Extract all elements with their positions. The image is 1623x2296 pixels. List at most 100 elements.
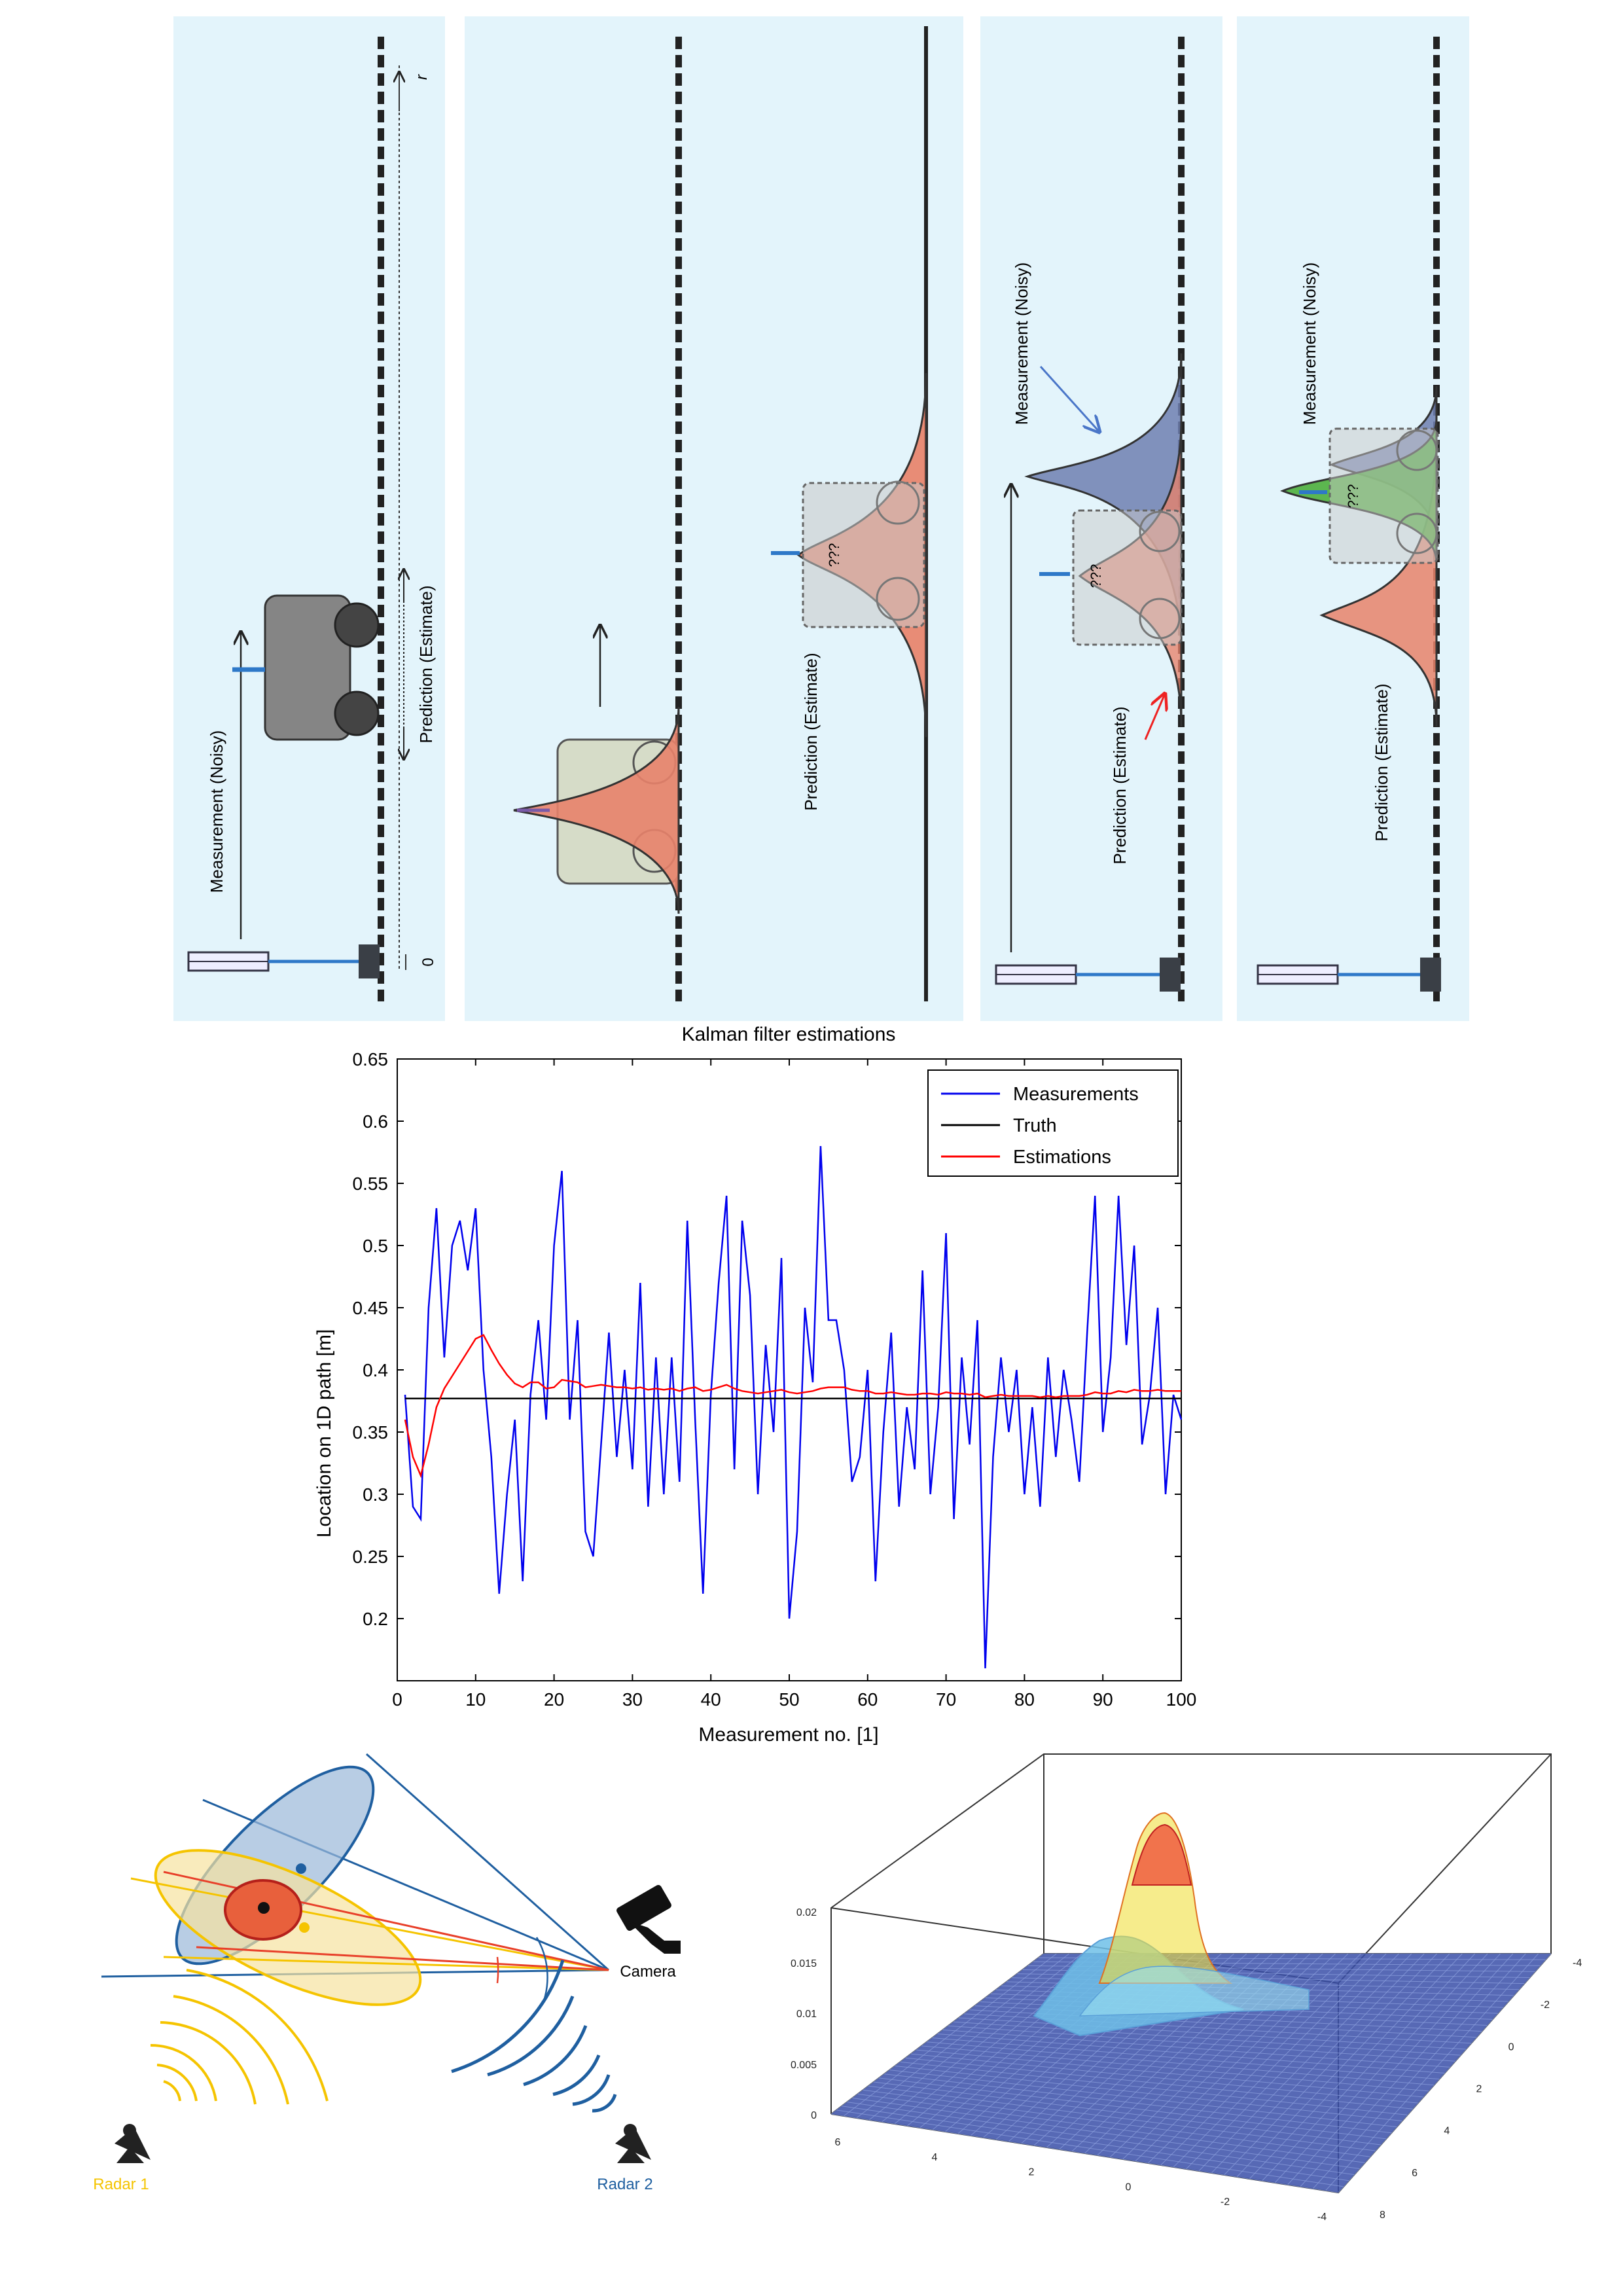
mesh-line xyxy=(1338,1953,1552,2193)
mesh-line xyxy=(958,2017,1467,2050)
mesh-line xyxy=(1186,1953,1399,2170)
car-estimate xyxy=(1329,427,1439,564)
chart-xlabel: Measurement no. [1] xyxy=(698,1724,878,1746)
wheel xyxy=(1139,598,1181,639)
car-estimate xyxy=(1072,509,1183,646)
panel-3-prediction-label: Prediction (Estimate) xyxy=(801,653,821,810)
panel-4: ??? Measurement (Noisy) Prediction (Esti… xyxy=(980,16,1222,1021)
sensor-icon xyxy=(1257,958,1441,992)
surface-tick-label: 0.01 xyxy=(796,2009,817,2020)
radar1-icon xyxy=(115,2124,151,2163)
mesh-line xyxy=(1300,1953,1514,2187)
y-tick-label: 0.45 xyxy=(353,1298,389,1318)
x-tick-label: 60 xyxy=(857,1689,878,1710)
panel-1-track xyxy=(378,33,384,1001)
panel-1-axis-start: 0 xyxy=(419,958,437,966)
surface-tick-label: 2 xyxy=(1476,2084,1482,2095)
mesh-line xyxy=(1160,1953,1374,2166)
mesh-line xyxy=(1135,1953,1349,2162)
mesh-line xyxy=(1236,1953,1450,2178)
true-position-dot xyxy=(258,1902,270,1914)
panel-1-axis-end: r xyxy=(413,74,431,80)
radar1-estimate-dot xyxy=(299,1922,310,1933)
panel-5-prediction-label: Prediction (Estimate) xyxy=(1372,683,1391,841)
mesh-line xyxy=(948,2025,1455,2062)
wheel xyxy=(1396,512,1438,554)
surface-base xyxy=(831,1954,1551,2193)
panel-5-measurement-label: Measurement (Noisy) xyxy=(1300,262,1319,425)
camera-fov-edge xyxy=(366,1753,609,1971)
mesh-line xyxy=(1249,1953,1463,2179)
x-tick-label: 70 xyxy=(936,1689,956,1710)
mesh-line xyxy=(1274,1953,1488,2183)
sensor-icon xyxy=(995,958,1181,992)
sensor-icon xyxy=(187,944,380,978)
wheel xyxy=(876,577,920,621)
wheel xyxy=(876,480,920,525)
prediction-pointer xyxy=(1144,694,1165,740)
mesh-line xyxy=(1312,1953,1526,2189)
panel-2 xyxy=(465,16,736,1021)
sensor-fusion-diagram: Camera Radar 1 Radar 2 xyxy=(93,1753,681,2193)
radar2-waves xyxy=(451,1960,617,2113)
fov-arc xyxy=(535,1937,548,2003)
kalman-panels: 0 r Measurement (Noisy) Prediction (Esti… xyxy=(173,16,1469,1021)
y-tick-label: 0.25 xyxy=(353,1547,389,1567)
x-tick-label: 90 xyxy=(1093,1689,1113,1710)
camera-label: Camera xyxy=(620,1963,676,1981)
surface-tick-label: 2 xyxy=(1029,2167,1035,2178)
wheel xyxy=(1396,429,1438,471)
mesh-line xyxy=(953,2021,1461,2056)
measurement-pointer xyxy=(1039,365,1099,432)
panel-1: 0 r Measurement (Noisy) Prediction (Esti… xyxy=(173,16,445,1021)
surface-tick-label: -2 xyxy=(1221,2197,1230,2208)
surface-tick-label: 4 xyxy=(1444,2126,1450,2137)
surface-tick-label: -4 xyxy=(1573,1958,1582,1969)
radar2-estimate-dot xyxy=(296,1863,306,1874)
y-tick-label: 0.65 xyxy=(353,1049,389,1069)
surface-tick-label: 6 xyxy=(835,2137,841,2148)
x-tick-label: 50 xyxy=(779,1689,799,1710)
surface-tick-label: 8 xyxy=(1380,2210,1385,2221)
x-tick-label: 80 xyxy=(1014,1689,1035,1710)
gaussian-surface-plot: 0 0.005 0.01 0.015 0.02 6 4 2 0 -2 -4 -4 -2 0 2 4 6 8 xyxy=(791,1753,1582,2223)
x-tick-label: 30 xyxy=(622,1689,643,1710)
legend-label: Truth xyxy=(1013,1115,1057,1136)
mesh-line xyxy=(1325,1953,1539,2191)
prediction-gaussian xyxy=(513,706,680,914)
surface-tick-label: 0.015 xyxy=(791,1958,817,1969)
x-tick-label: 20 xyxy=(544,1689,564,1710)
y-tick-label: 0.2 xyxy=(363,1609,388,1629)
surface-tick-label: 0 xyxy=(1508,2041,1514,2053)
radar2-label: Radar 2 xyxy=(597,2176,652,2193)
y-tick-label: 0.55 xyxy=(353,1174,389,1194)
mesh-line xyxy=(1211,1953,1425,2174)
surface-tick-label: -2 xyxy=(1541,2000,1550,2011)
camera-icon xyxy=(616,1885,681,1954)
y-tick-label: 0.5 xyxy=(363,1236,388,1256)
mesh-line xyxy=(1287,1953,1501,2185)
mesh-line xyxy=(1148,1953,1361,2164)
surface-tick-label: 0 xyxy=(811,2110,817,2121)
panel-3: ??? Prediction (Estimate) xyxy=(734,16,963,1021)
legend-label: Estimations xyxy=(1013,1147,1111,1168)
fov-arc xyxy=(496,1956,499,1984)
y-tick-label: 0.3 xyxy=(363,1484,388,1505)
wheel xyxy=(1139,511,1181,552)
surface-tick-label: 0 xyxy=(1126,2181,1132,2193)
radar1-ray xyxy=(163,1956,609,1971)
chart-title: Kalman filter estimations xyxy=(682,1024,896,1045)
radar2-icon xyxy=(615,2124,651,2163)
x-tick-label: 0 xyxy=(392,1689,402,1710)
y-tick-label: 0.6 xyxy=(363,1111,388,1132)
surface-tick-label: -4 xyxy=(1317,2212,1327,2223)
panel-1-measurement-label: Measurement (Noisy) xyxy=(207,730,226,893)
surface-tick-label: 0.02 xyxy=(796,1907,817,1918)
panel-4-unknown: ??? xyxy=(1088,564,1104,588)
y-tick-label: 0.35 xyxy=(353,1422,389,1443)
surface-tick-label: 0.005 xyxy=(791,2060,817,2071)
car-icon xyxy=(232,594,380,741)
surface-tick-label: 6 xyxy=(1412,2168,1418,2179)
chart-ylabel: Location on 1D path [m] xyxy=(313,1329,335,1538)
